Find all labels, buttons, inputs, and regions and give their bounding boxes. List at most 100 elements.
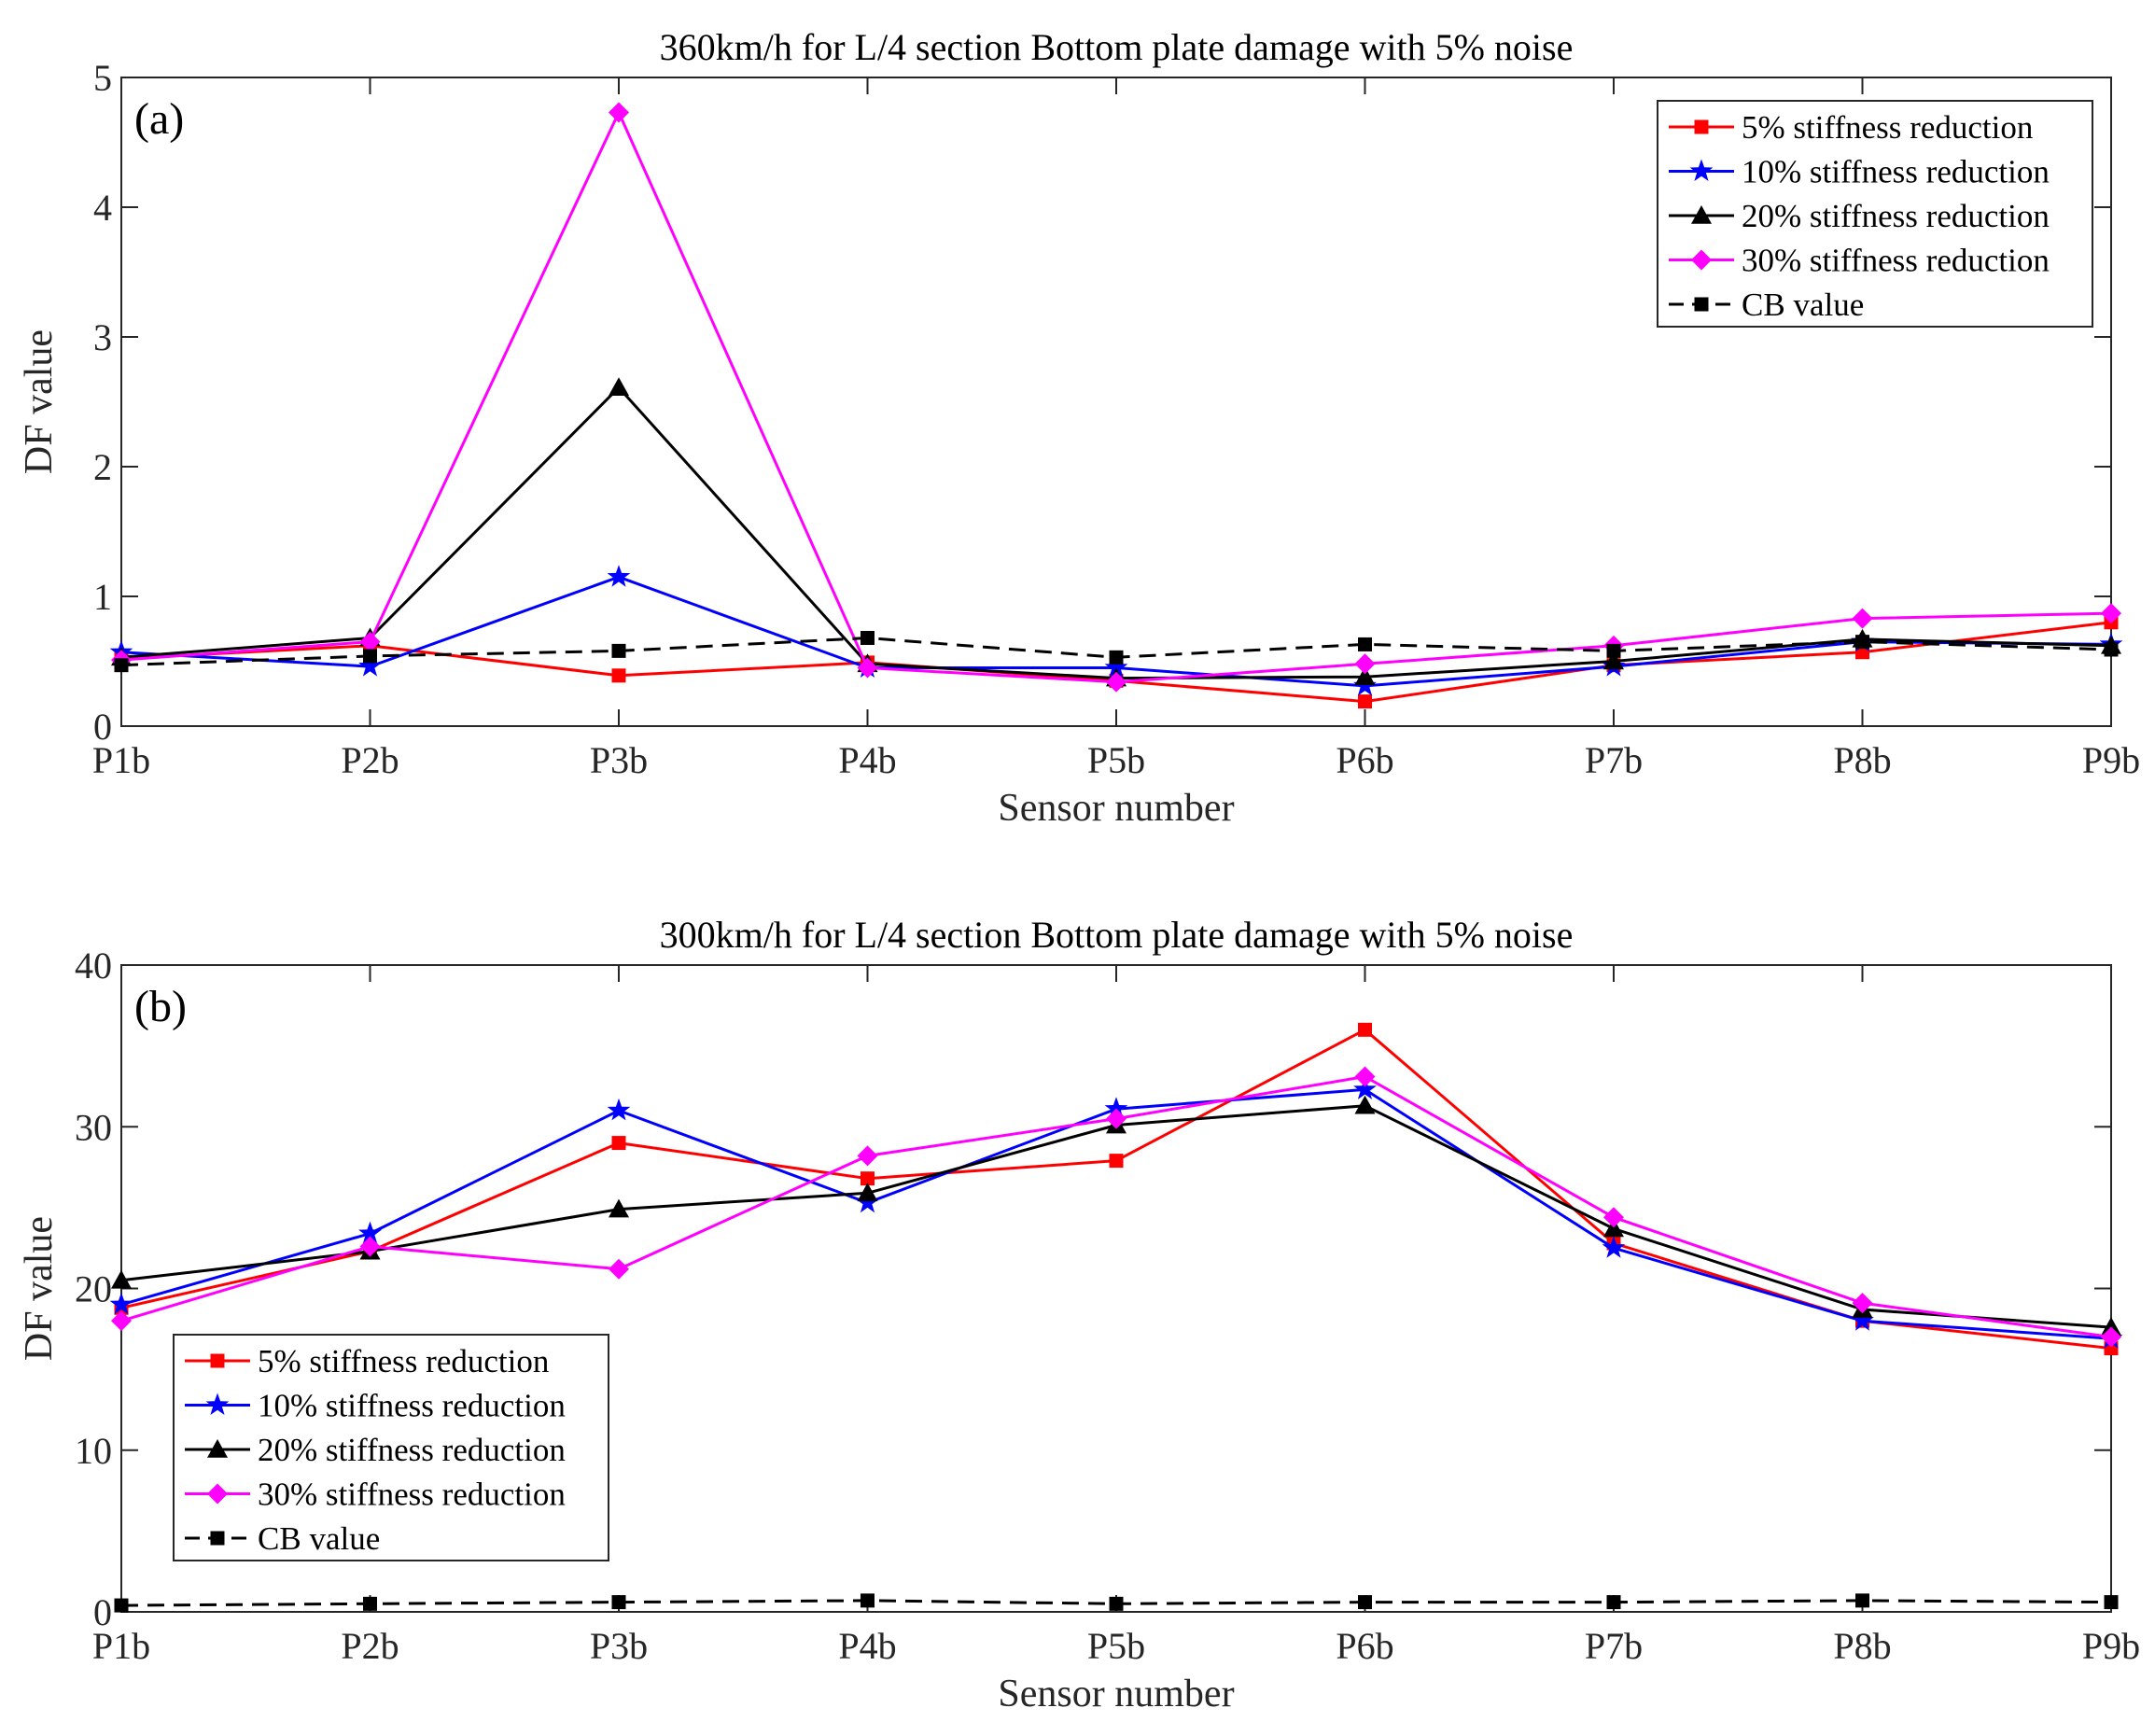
legend-marker xyxy=(210,1353,225,1368)
data-point xyxy=(358,654,382,677)
series-line xyxy=(120,1028,2112,1351)
x-tick-label: P3b xyxy=(590,739,648,781)
data-point xyxy=(2101,1326,2121,1348)
y-tick-label: 3 xyxy=(93,316,112,358)
y-tick-label: 10 xyxy=(75,1430,112,1472)
data-point xyxy=(1855,635,1869,650)
chart-title: 300km/h for L/4 section Bottom plate dam… xyxy=(660,914,1574,956)
y-tick-label: 20 xyxy=(75,1268,112,1310)
data-point xyxy=(611,668,626,683)
y-tick-label: 30 xyxy=(75,1106,112,1148)
legend-marker xyxy=(205,1393,230,1415)
data-point xyxy=(1109,1596,1124,1611)
series-5-stiffness-reduction xyxy=(114,1022,2119,1356)
legend-marker xyxy=(1689,159,1714,181)
data-point xyxy=(111,1310,132,1332)
data-point xyxy=(1603,1218,1624,1238)
x-tick-label: P3b xyxy=(590,1625,648,1667)
data-point xyxy=(611,1595,626,1610)
data-point xyxy=(1358,694,1372,709)
x-tick-label: P1b xyxy=(92,739,150,781)
y-tick-label: 2 xyxy=(93,446,112,488)
data-point xyxy=(857,1183,878,1202)
data-point xyxy=(861,1171,875,1186)
y-tick-label: 0 xyxy=(93,706,112,748)
x-axis-label: Sensor number xyxy=(998,1673,1234,1715)
legend-marker xyxy=(1691,249,1712,271)
data-point xyxy=(609,1258,629,1280)
data-point xyxy=(1852,608,1873,629)
panel-label: (a) xyxy=(134,94,184,144)
x-tick-label: P7b xyxy=(1585,739,1643,781)
x-tick-label: P5b xyxy=(1087,1625,1145,1667)
legend-item: CB value xyxy=(1669,287,1864,323)
data-point xyxy=(1104,655,1128,678)
legend-item: 5% stiffness reduction xyxy=(1669,109,2033,146)
series-line xyxy=(120,1104,2112,1329)
legend-label: 5% stiffness reduction xyxy=(1742,109,2033,146)
chart-panel-b: 300km/h for L/4 section Bottom plate dam… xyxy=(18,914,2140,1715)
legend-item: 10% stiffness reduction xyxy=(1669,154,2050,190)
data-point xyxy=(1109,650,1124,665)
data-point xyxy=(1104,1097,1128,1119)
x-tick-label: P7b xyxy=(1585,1625,1643,1667)
y-axis-label: DF value xyxy=(18,1216,61,1361)
legend-marker xyxy=(1694,119,1709,134)
data-point xyxy=(363,1596,377,1611)
series-20-stiffness-reduction xyxy=(111,377,2121,687)
legend-label: 30% stiffness reduction xyxy=(258,1477,566,1513)
series-cb-value xyxy=(114,630,2119,673)
y-axis-label: DF value xyxy=(18,329,61,474)
data-point xyxy=(1354,1095,1376,1114)
data-point xyxy=(109,1292,133,1315)
legend-box xyxy=(1657,100,2093,328)
legend-label: 5% stiffness reduction xyxy=(258,1343,549,1379)
data-point xyxy=(1354,1066,1376,1087)
x-tick-label: P5b xyxy=(1087,739,1145,781)
data-point xyxy=(2101,603,2121,624)
data-point xyxy=(1358,1022,1372,1037)
data-point xyxy=(609,377,629,397)
legend-marker xyxy=(1694,297,1709,312)
x-tick-label: P9b xyxy=(2082,739,2140,781)
data-point xyxy=(1852,1293,1873,1314)
x-tick-label: P2b xyxy=(341,1625,399,1667)
series-cb-value xyxy=(114,1593,2119,1613)
data-point xyxy=(861,630,875,645)
data-point xyxy=(363,649,377,664)
data-point xyxy=(607,565,631,587)
legend-box xyxy=(173,1334,609,1561)
legend: 5% stiffness reduction 10% stiffness redu… xyxy=(1657,100,2093,328)
data-point xyxy=(609,1198,629,1218)
data-point xyxy=(358,1221,382,1244)
data-point xyxy=(359,631,381,652)
series-30-stiffness-reduction xyxy=(111,1066,2121,1348)
legend-label: 10% stiffness reduction xyxy=(258,1388,566,1424)
y-tick-label: 40 xyxy=(75,945,112,987)
legend-item: 30% stiffness reduction xyxy=(1669,243,2050,279)
y-tick-label: 4 xyxy=(93,187,112,229)
x-tick-label: P6b xyxy=(1336,1625,1393,1667)
y-tick-label: 1 xyxy=(93,576,112,618)
data-point xyxy=(114,658,129,673)
data-point xyxy=(1602,1236,1626,1258)
series-20-stiffness-reduction xyxy=(111,1095,2121,1336)
data-point xyxy=(2104,642,2119,657)
data-point xyxy=(857,657,878,679)
data-point xyxy=(1358,637,1372,651)
x-tick-label: P4b xyxy=(838,739,896,781)
data-point xyxy=(1855,1593,1869,1608)
data-point xyxy=(2101,1317,2121,1336)
data-point xyxy=(1353,1077,1377,1099)
x-tick-label: P8b xyxy=(1833,1625,1891,1667)
legend-label: 10% stiffness reduction xyxy=(1742,154,2050,190)
data-point xyxy=(1106,1108,1126,1129)
data-point xyxy=(1358,1595,1372,1610)
data-point xyxy=(359,1236,381,1257)
x-tick-label: P1b xyxy=(92,1625,150,1667)
x-tick-label: P6b xyxy=(1336,739,1393,781)
data-point xyxy=(2104,1595,2119,1610)
legend-label: 20% stiffness reduction xyxy=(1742,198,2050,234)
legend-label: 30% stiffness reduction xyxy=(1742,243,2050,279)
